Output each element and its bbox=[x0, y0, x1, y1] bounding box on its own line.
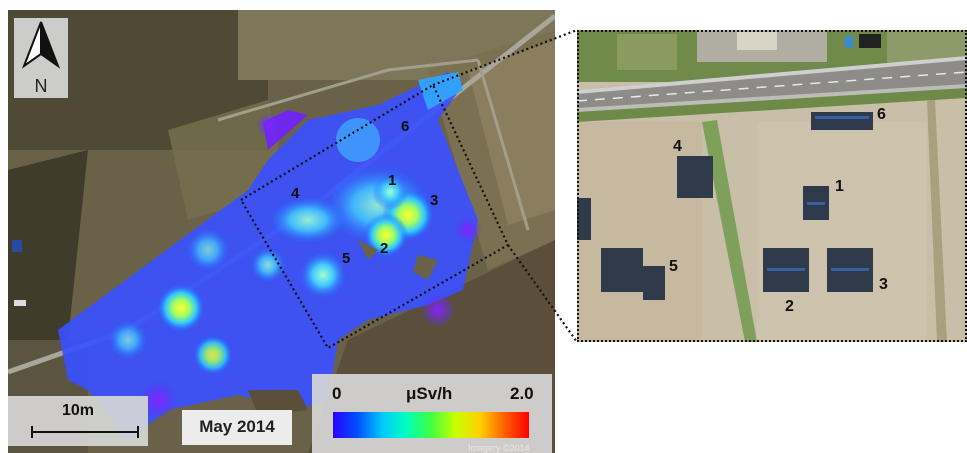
site-label-6-right: 6 bbox=[877, 106, 886, 123]
zoomed-photo-graphic bbox=[577, 30, 967, 342]
scale-bar-graphic bbox=[31, 426, 139, 438]
site-label-1-left: 1 bbox=[388, 172, 397, 189]
legend-min-label: 0 bbox=[332, 384, 342, 403]
legend-unit-label: μSv/h bbox=[406, 384, 453, 403]
legend-max-label: 2.0 bbox=[510, 384, 534, 403]
site-label-2-right: 2 bbox=[785, 298, 794, 315]
date-label: May 2014 bbox=[199, 417, 275, 436]
site-label-3-right: 3 bbox=[879, 276, 888, 293]
site-label-4-left: 4 bbox=[291, 185, 300, 202]
legend-color-bar bbox=[333, 412, 529, 438]
site-label-1-right: 1 bbox=[835, 178, 844, 195]
site-label-2-left: 2 bbox=[380, 240, 389, 257]
date-label-panel: May 2014 bbox=[182, 410, 292, 445]
north-arrow-icon bbox=[21, 21, 61, 69]
zoomed-aerial-photo: 1 2 3 4 5 6 bbox=[577, 30, 967, 342]
aerial-map-with-dose-overlay: 1 2 3 4 5 6 N 10m May 2014 0 μSv/h 2.0 I… bbox=[8, 10, 555, 453]
site-label-6-left: 6 bbox=[401, 118, 410, 135]
site-label-4-right: 4 bbox=[673, 138, 682, 155]
site-label-5-left: 5 bbox=[342, 250, 351, 267]
dose-rate-overlay bbox=[58, 72, 482, 440]
dose-rate-legend: 0 μSv/h 2.0 bbox=[312, 374, 552, 453]
site-label-5-right: 5 bbox=[669, 258, 678, 275]
site-label-3-left: 3 bbox=[430, 192, 439, 209]
imagery-credit: Imagery ©2014 bbox=[468, 443, 530, 453]
north-label: N bbox=[34, 76, 48, 96]
scale-bar-label: 10m bbox=[61, 402, 95, 419]
zoomed-photo-frame bbox=[577, 30, 967, 342]
north-arrow-panel: N bbox=[14, 18, 68, 98]
scale-bar-panel: 10m bbox=[8, 396, 148, 446]
